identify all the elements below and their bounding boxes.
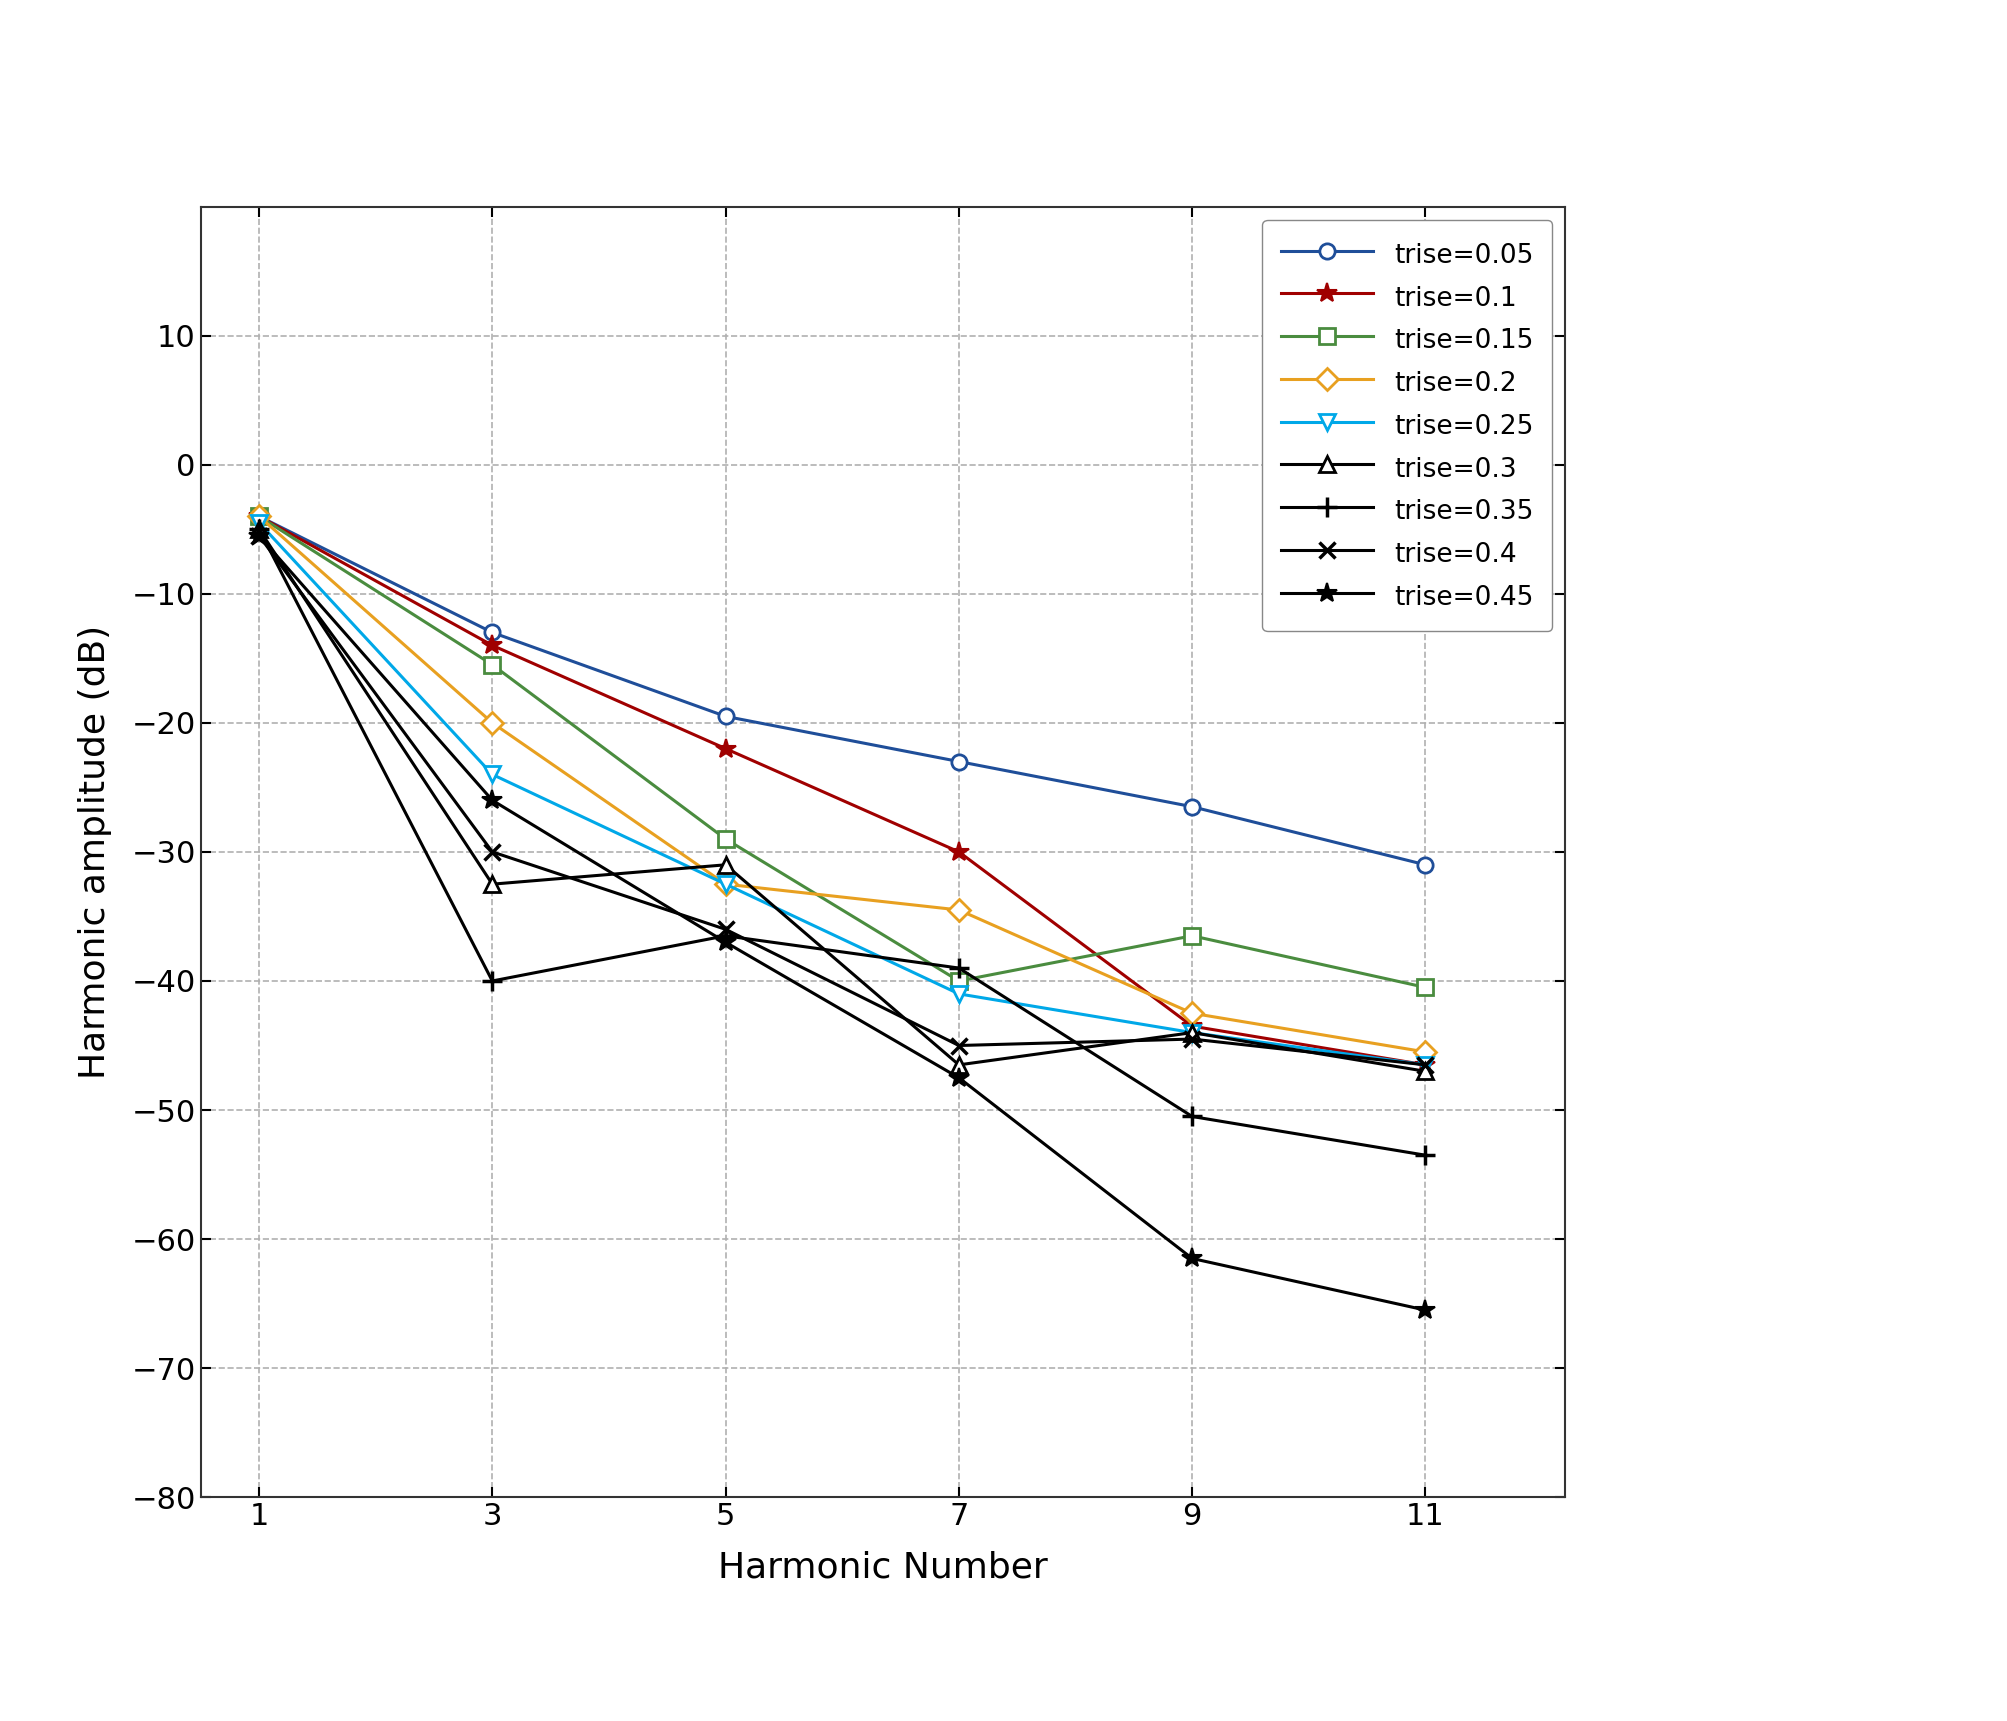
trise=0.35 xyxy=(1413,1144,1437,1165)
trise=0.2 xyxy=(247,506,271,527)
Y-axis label: Harmonic amplitude (dB): Harmonic amplitude (dB) xyxy=(78,625,112,1079)
trise=0.35 xyxy=(947,957,971,978)
trise=0.45 xyxy=(947,1067,971,1088)
Line: trise=0.4: trise=0.4 xyxy=(251,527,1433,1074)
X-axis label: Harmonic Number: Harmonic Number xyxy=(719,1551,1048,1585)
trise=0.15 xyxy=(1413,978,1437,998)
trise=0.35 xyxy=(1180,1107,1204,1127)
trise=0.4 xyxy=(714,919,739,940)
Line: trise=0.1: trise=0.1 xyxy=(249,506,1435,1076)
trise=0.4 xyxy=(947,1034,971,1055)
trise=0.15 xyxy=(480,654,504,675)
trise=0.2 xyxy=(1413,1041,1437,1062)
trise=0.35 xyxy=(714,926,739,947)
trise=0.4 xyxy=(247,525,271,546)
trise=0.3 xyxy=(1413,1060,1437,1081)
trise=0.05 xyxy=(714,706,739,726)
trise=0.15 xyxy=(1180,926,1204,947)
trise=0.45 xyxy=(1180,1248,1204,1268)
trise=0.05 xyxy=(1413,854,1437,874)
trise=0.1 xyxy=(247,506,271,527)
trise=0.3 xyxy=(714,854,739,874)
trise=0.1 xyxy=(1413,1055,1437,1076)
trise=0.25 xyxy=(947,983,971,1003)
trise=0.3 xyxy=(1180,1022,1204,1043)
trise=0.05 xyxy=(480,621,504,642)
trise=0.2 xyxy=(480,712,504,733)
trise=0.05 xyxy=(247,506,271,527)
trise=0.3 xyxy=(947,1055,971,1076)
trise=0.05 xyxy=(947,750,971,771)
trise=0.25 xyxy=(247,513,271,534)
trise=0.35 xyxy=(247,518,271,539)
trise=0.4 xyxy=(1180,1029,1204,1050)
trise=0.1 xyxy=(1180,1015,1204,1036)
trise=0.05 xyxy=(1180,797,1204,817)
trise=0.25 xyxy=(1180,1022,1204,1043)
Line: trise=0.15: trise=0.15 xyxy=(251,509,1433,995)
trise=0.1 xyxy=(947,842,971,862)
trise=0.2 xyxy=(947,900,971,921)
trise=0.4 xyxy=(480,842,504,862)
Line: trise=0.45: trise=0.45 xyxy=(249,525,1435,1320)
trise=0.2 xyxy=(714,874,739,895)
trise=0.45 xyxy=(247,525,271,546)
Line: trise=0.25: trise=0.25 xyxy=(251,515,1433,1072)
Line: trise=0.2: trise=0.2 xyxy=(251,509,1433,1060)
Line: trise=0.3: trise=0.3 xyxy=(251,521,1433,1079)
Line: trise=0.05: trise=0.05 xyxy=(251,509,1433,873)
trise=0.3 xyxy=(480,874,504,895)
trise=0.4 xyxy=(1413,1055,1437,1076)
trise=0.45 xyxy=(480,790,504,811)
trise=0.1 xyxy=(714,738,739,759)
trise=0.25 xyxy=(1413,1055,1437,1076)
trise=0.25 xyxy=(714,874,739,895)
trise=0.35 xyxy=(480,971,504,991)
trise=0.25 xyxy=(480,764,504,785)
trise=0.15 xyxy=(247,506,271,527)
trise=0.15 xyxy=(947,971,971,991)
trise=0.2 xyxy=(1180,1003,1204,1024)
trise=0.3 xyxy=(247,518,271,539)
trise=0.45 xyxy=(1413,1299,1437,1320)
trise=0.45 xyxy=(714,933,739,953)
trise=0.1 xyxy=(480,635,504,656)
Line: trise=0.35: trise=0.35 xyxy=(249,520,1435,1165)
Legend: trise=0.05, trise=0.1, trise=0.15, trise=0.2, trise=0.25, trise=0.3, trise=0.35,: trise=0.05, trise=0.1, trise=0.15, trise… xyxy=(1262,220,1551,632)
trise=0.15 xyxy=(714,828,739,848)
